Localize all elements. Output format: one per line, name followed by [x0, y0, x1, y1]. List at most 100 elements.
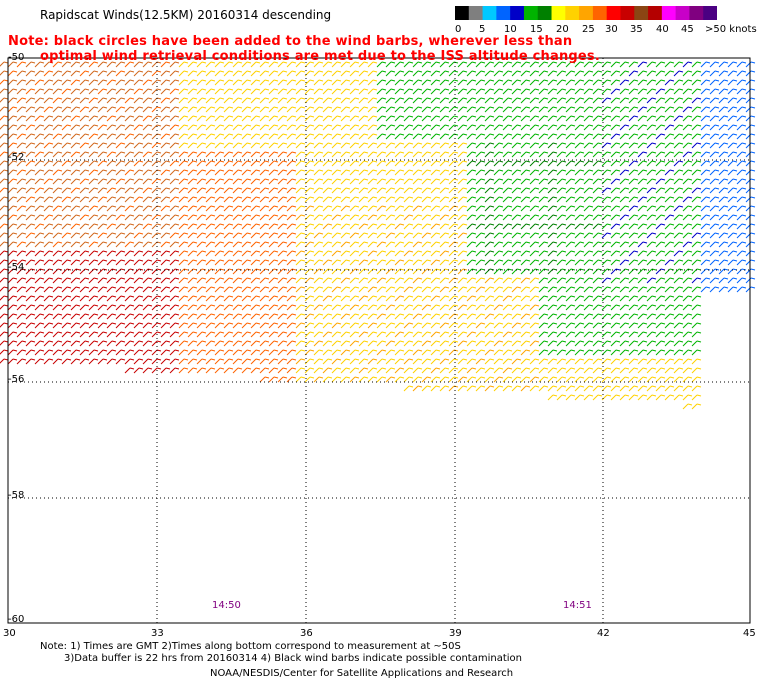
wind-barb	[637, 133, 648, 140]
wind-barb	[556, 394, 567, 401]
wind-barb	[277, 277, 288, 284]
wind-barb	[61, 322, 72, 329]
wind-barb	[736, 178, 747, 185]
wind-barb	[628, 106, 639, 113]
wind-barb	[367, 367, 378, 374]
wind-barb	[610, 322, 621, 329]
wind-barb	[664, 385, 675, 392]
wind-barb	[736, 187, 747, 194]
wind-barb	[367, 97, 378, 104]
wind-barb	[25, 196, 36, 203]
wind-barb	[250, 349, 261, 356]
wind-barb	[88, 313, 99, 320]
legend-swatch	[606, 6, 621, 20]
wind-barb	[574, 259, 585, 266]
wind-barb	[691, 151, 702, 158]
wind-barb	[304, 295, 315, 302]
wind-barb	[142, 250, 153, 257]
wind-barb	[232, 88, 243, 95]
wind-barb	[52, 205, 63, 212]
wind-barb	[205, 214, 216, 221]
wind-barb	[79, 187, 90, 194]
wind-barb	[52, 322, 63, 329]
wind-barb	[394, 115, 405, 122]
wind-barb	[106, 295, 117, 302]
wind-barb	[439, 61, 450, 68]
wind-barb	[628, 124, 639, 131]
wind-barb	[385, 88, 396, 95]
wind-barb	[169, 205, 180, 212]
wind-barb	[457, 223, 468, 230]
wind-barb	[727, 151, 738, 158]
wind-barb	[547, 70, 558, 77]
wind-barb	[259, 376, 270, 383]
wind-barb	[502, 133, 513, 140]
wind-barb	[232, 223, 243, 230]
wind-barb	[214, 241, 225, 248]
wind-barb	[601, 106, 612, 113]
wind-barb	[0, 259, 9, 265]
wind-barb	[358, 268, 369, 275]
wind-barb	[322, 376, 333, 383]
wind-barb	[484, 79, 495, 86]
wind-barb	[133, 160, 144, 167]
wind-barb	[196, 79, 207, 86]
wind-barb	[664, 61, 675, 68]
wind-barb	[601, 340, 612, 347]
wind-barb	[655, 394, 666, 401]
wind-barb	[133, 70, 144, 77]
wind-barb	[196, 196, 207, 203]
wind-barb	[565, 340, 576, 347]
wind-barb	[691, 133, 702, 140]
wind-barb	[718, 232, 729, 239]
wind-barb	[97, 241, 108, 248]
wind-barb	[655, 385, 666, 392]
wind-barb	[664, 259, 675, 266]
wind-barb	[286, 115, 297, 122]
wind-barb	[592, 70, 603, 77]
wind-barb	[349, 124, 360, 131]
wind-barb	[79, 61, 90, 68]
wind-barb	[619, 133, 630, 140]
wind-barb	[691, 106, 702, 113]
wind-barb	[250, 70, 261, 77]
wind-barb	[394, 187, 405, 194]
wind-barb	[160, 304, 171, 311]
wind-barb	[538, 196, 549, 203]
wind-barb	[7, 97, 18, 104]
wind-barb	[367, 88, 378, 95]
wind-barb	[448, 88, 459, 95]
wind-barb	[403, 97, 414, 104]
wind-barb	[43, 313, 54, 320]
wind-barb	[7, 79, 18, 86]
wind-barb	[583, 358, 594, 365]
wind-barb	[727, 205, 738, 212]
wind-barb	[295, 142, 306, 149]
wind-barb	[394, 205, 405, 212]
wind-barb	[448, 214, 459, 221]
wind-barb	[610, 241, 621, 248]
wind-barb	[43, 250, 54, 257]
wind-barb	[646, 142, 657, 149]
wind-barb	[106, 187, 117, 194]
wind-barb	[520, 349, 531, 356]
wind-barb	[520, 178, 531, 185]
wind-barb	[718, 250, 729, 257]
wind-barb	[358, 70, 369, 77]
wind-barb	[358, 106, 369, 113]
wind-barb	[286, 70, 297, 77]
wind-barb	[475, 250, 486, 257]
wind-barb	[214, 313, 225, 320]
wind-barb	[727, 196, 738, 203]
wind-barb	[133, 187, 144, 194]
wind-barb	[565, 124, 576, 131]
wind-barb	[115, 358, 126, 365]
wind-barb	[25, 268, 36, 275]
wind-barb	[52, 196, 63, 203]
wind-barb	[421, 367, 432, 374]
wind-barb	[196, 124, 207, 131]
wind-barb	[583, 250, 594, 257]
wind-barb	[502, 142, 513, 149]
wind-barb	[493, 124, 504, 131]
wind-barb	[187, 178, 198, 185]
